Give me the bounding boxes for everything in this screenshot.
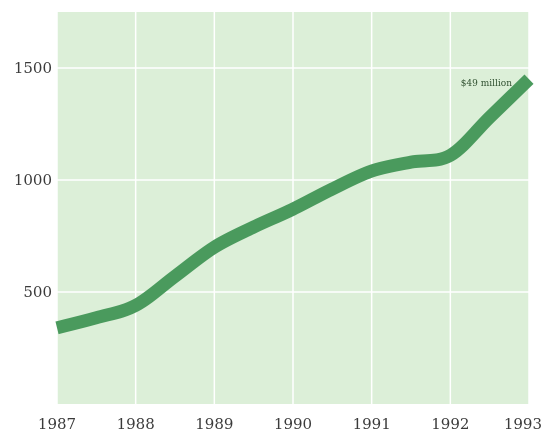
y-axis-ticks: 500 1000 1500 (14, 59, 52, 301)
y-tick-label: 1000 (14, 171, 52, 189)
x-tick-label: 1993 (504, 415, 542, 433)
x-tick-label: 1990 (274, 415, 312, 433)
x-axis-ticks: 1987 1988 1989 1990 1991 1992 1993 (38, 415, 542, 433)
series-layer (55, 74, 534, 335)
x-tick-label: 1988 (117, 415, 155, 433)
gridlines (56, 12, 530, 404)
y-tick-label: 500 (23, 283, 52, 301)
series-line (55, 74, 534, 335)
x-tick-label: 1989 (195, 415, 233, 433)
x-tick-label: 1991 (353, 415, 391, 433)
x-tick-label: 1987 (38, 415, 76, 433)
line-end-annotation: $49 million (461, 79, 513, 89)
y-tick-label: 1500 (14, 59, 52, 77)
x-tick-label: 1992 (431, 415, 469, 433)
